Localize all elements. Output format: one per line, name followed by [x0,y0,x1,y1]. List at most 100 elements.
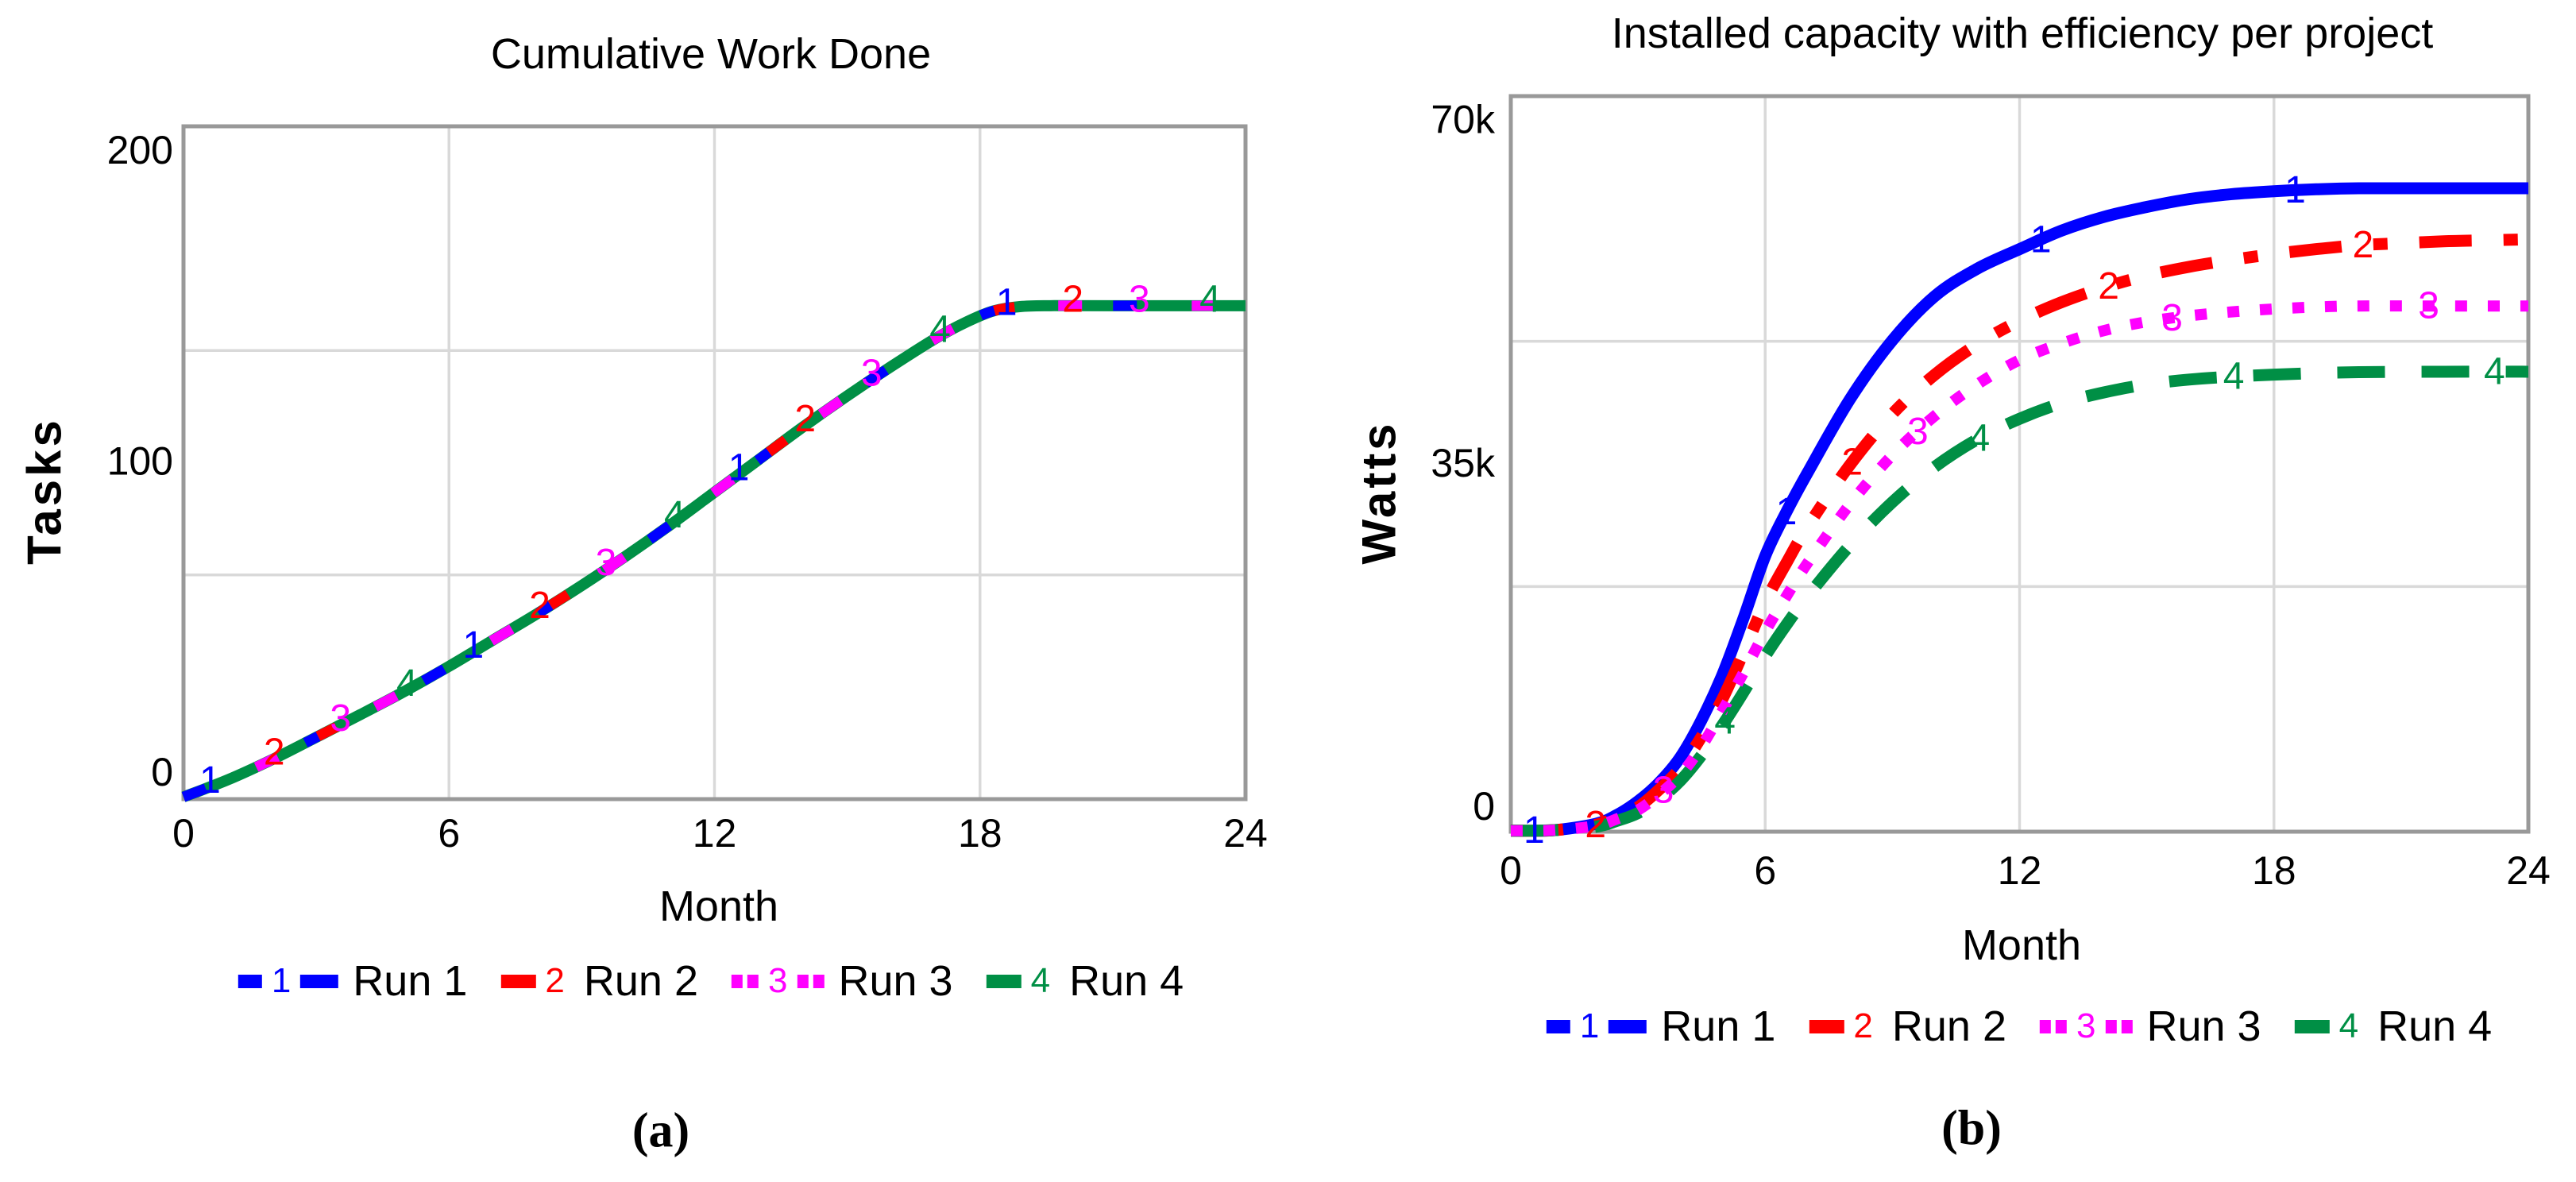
series-marker-3: 3 [2161,297,2183,339]
legend-label: Run 2 [583,957,698,1005]
series-marker-1: 1 [1776,491,1798,533]
series-marker-1: 1 [996,281,1018,323]
series-marker-4: 4 [1199,278,1221,320]
series-marker-3: 3 [1907,411,1929,453]
series-marker-3: 3 [596,542,617,584]
legend-item-run-4: 4 Run 4 [2294,1002,2493,1051]
legend-dash-segment [986,974,1022,988]
legend-dash-segment [747,974,759,988]
series-marker-3: 3 [1129,278,1150,320]
series-marker-4: 4 [396,662,418,705]
series-line-run-4 [1510,365,2529,837]
legend-item-run-2: 2 Run 2 [500,956,698,1006]
legend-dash-segment [500,974,536,988]
x-tick-label: 24 [1223,811,1268,856]
series-line-run-2 [181,300,1246,802]
series-marker-2: 2 [2098,265,2119,307]
legend-dash-segment [732,974,743,988]
legend-run-number: 4 [1030,961,1051,1000]
legend-label: Run 1 [353,957,468,1005]
series-marker-2: 2 [1841,442,1863,484]
legend-run-number: 3 [768,961,788,1000]
legend-dash-segment [1809,1019,1844,1033]
legend-item-run-1: 1 Run 1 [1546,1002,1776,1051]
series-marker-4: 4 [1968,417,1990,459]
panel-caption-a: (a) [631,1103,690,1158]
x-tick-label: 12 [693,811,737,856]
legend-dash-segment [2294,1019,2330,1033]
legend-dash-segment [238,974,262,988]
legend-run-number: 1 [271,961,292,1000]
series-marker-4: 4 [929,308,951,350]
legend-line-swatch: 4 [986,961,1055,1000]
legend-run-number: 4 [2338,1006,2359,1045]
y-axis-title: Watts [1352,420,1406,565]
x-tick-label: 0 [172,811,195,856]
plot-frame [181,124,1248,802]
legend-line-swatch: 4 [2294,1006,2363,1045]
y-tick-label: 35k [1431,441,1496,485]
legend-label: Run 4 [1069,957,1184,1005]
x-tick-label: 18 [2252,848,2296,893]
legend: 1 Run 1 2 Run 2 3 Run 3 4 Run 4 [1546,1002,2493,1051]
series-marker-3: 3 [330,697,351,740]
legend-item-run-2: 2 Run 2 [1809,1002,2006,1051]
legend-label: Run 1 [1661,1002,1776,1050]
panel-caption-b: (b) [1941,1101,2002,1156]
legend-dash-segment [300,974,339,988]
legend-label: Run 4 [2377,1002,2493,1050]
legend-dash-segment [2056,1019,2067,1033]
y-tick-label: 70k [1431,98,1496,142]
y-tick-label: 200 [107,128,173,172]
legend-dash-segment [1609,1019,1647,1033]
chart-title: Cumulative Work Done [490,30,932,78]
legend-run-number: 2 [545,961,565,1000]
series-marker-4: 4 [2484,350,2505,392]
legend-item-run-3: 3 Run 3 [732,956,953,1006]
x-axis-title: Month [658,883,779,930]
series-line-run-3 [1510,300,2528,836]
legend-dash-segment [813,974,825,988]
series-marker-3: 3 [2418,285,2439,327]
series-marker-2: 2 [1585,804,1606,846]
series-marker-2: 2 [2352,224,2373,266]
x-tick-label: 0 [1500,848,1522,893]
series-marker-2: 2 [529,585,550,627]
legend-label: Run 3 [2146,1002,2261,1050]
series-marker-1: 1 [463,624,485,666]
series-marker-1: 1 [2284,169,2306,211]
legend-dash-segment [2105,1019,2117,1033]
x-tick-label: 6 [438,811,460,856]
legend-line-swatch: 3 [2040,1006,2133,1045]
legend-dash-segment [797,974,809,988]
series-line-run-2 [1510,233,2529,837]
legend-item-run-3: 3 Run 3 [2040,1002,2261,1051]
y-tick-label: 0 [1473,784,1495,829]
series-marker-2: 2 [264,731,285,773]
legend-line-swatch: 3 [732,961,825,1000]
x-tick-label: 24 [2506,848,2551,893]
legend: 1 Run 1 2 Run 2 3 Run 3 4 Run 4 [238,956,1184,1006]
x-tick-label: 18 [958,811,1002,856]
series-marker-1: 1 [1524,809,1545,852]
legend-line-swatch: 2 [1809,1009,1877,1044]
series-marker-1: 1 [728,447,750,489]
series-marker-3: 3 [1653,770,1674,812]
legend-line-swatch: 1 [238,961,339,1000]
legend-run-number: 3 [2076,1006,2096,1045]
plot-frame [1508,94,2531,834]
x-tick-label: 12 [1998,848,2042,893]
legend-label: Run 3 [838,957,953,1005]
y-tick-label: 0 [151,750,173,794]
series-marker-1: 1 [2030,218,2052,261]
series-marker-3: 3 [861,352,882,394]
series-marker-4: 4 [1714,701,1736,743]
series-marker-1: 1 [199,759,221,802]
legend-line-swatch: 2 [500,964,569,999]
x-axis-title: Month [1961,921,2082,969]
y-tick-label: 100 [107,439,173,484]
